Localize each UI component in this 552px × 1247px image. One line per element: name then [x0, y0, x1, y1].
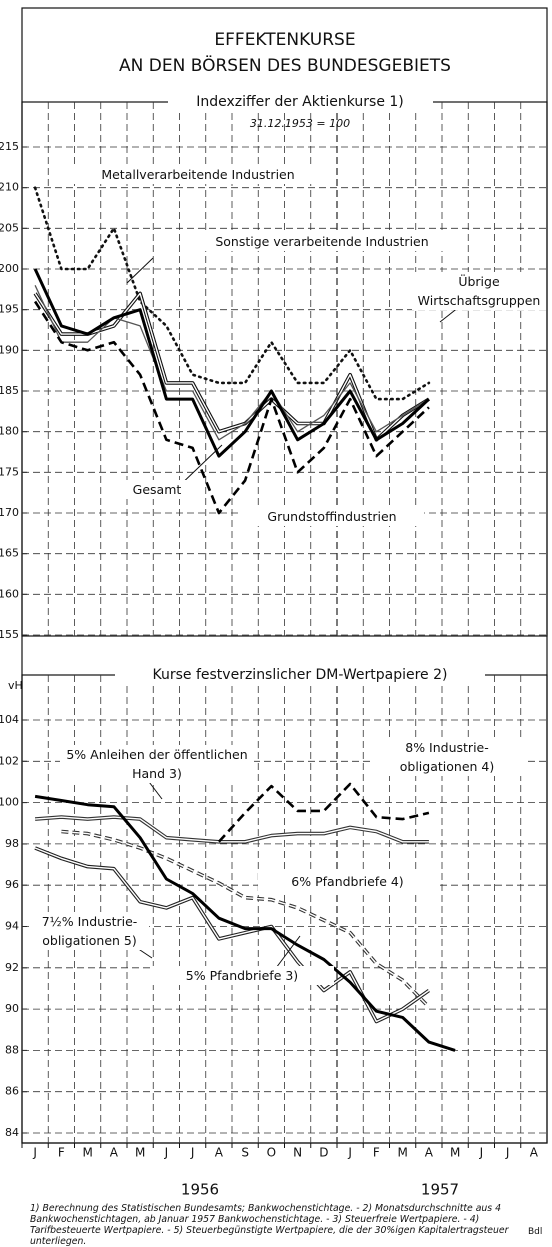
series-label: 7½% Industrie-obligationen 5) — [30, 912, 149, 950]
y-tick-label: 160 — [0, 587, 19, 600]
chart-title: AN DEN BÖRSEN DES BUNDESGEBIETS — [119, 54, 451, 76]
panel-subtitle: 31.12.1953 = 100 — [250, 117, 350, 130]
y-tick-label: 170 — [0, 506, 19, 519]
panel-title: Indexziffer der Aktienkurse 1) — [196, 94, 404, 110]
y-tick-label: 88 — [5, 1043, 19, 1056]
line — [33, 186, 431, 401]
y-tick-label: 94 — [5, 920, 19, 933]
y-tick-label: 100 — [0, 796, 19, 809]
y-tick-label: 102 — [0, 754, 19, 767]
x-tick-label: J — [190, 1146, 195, 1160]
line-inner — [35, 816, 429, 843]
line — [34, 300, 430, 515]
y-tick-label: 200 — [0, 262, 19, 275]
x-tick-label: D — [319, 1146, 328, 1160]
y-tick-label: 195 — [0, 303, 19, 316]
line-inner — [61, 830, 430, 1008]
line — [34, 794, 456, 1052]
x-tick-label: A — [530, 1146, 539, 1160]
leader — [126, 257, 154, 284]
x-tick-label: F — [58, 1146, 65, 1160]
y-tick-label: 215 — [0, 140, 19, 153]
x-tick-label: J — [32, 1146, 37, 1160]
y-tick-label: 180 — [0, 425, 19, 438]
x-tick-label: J — [479, 1146, 484, 1160]
x-tick-label: F — [373, 1146, 380, 1160]
marks — [22, 102, 547, 1143]
series-label: Übrige Wirtschaftsgruppen — [412, 272, 546, 310]
y-tick-label: 190 — [0, 343, 19, 356]
y-tick-label: 96 — [5, 878, 19, 891]
footnote: 1) Berechnung des Statistischen Bundesam… — [30, 1203, 509, 1247]
x-tick-label: O — [267, 1146, 276, 1160]
x-tick-label: A — [215, 1146, 224, 1160]
x-tick-label: J — [347, 1146, 352, 1160]
x-tick-label: N — [293, 1146, 302, 1160]
line — [33, 268, 430, 458]
y-tick-label: 165 — [0, 547, 19, 560]
y-tick-label: 84 — [5, 1126, 19, 1139]
title-bg — [115, 665, 485, 685]
series-label: Metallverarbeitende Industrien — [66, 165, 330, 184]
x-tick-label: M — [397, 1146, 407, 1160]
panel-title: Kurse festverzinslicher DM-Wertpapiere 2… — [153, 667, 448, 683]
y-tick-label: 92 — [5, 961, 19, 974]
line — [34, 285, 430, 441]
x-tick-label: J — [164, 1146, 169, 1160]
series-label: 5% Anleihen der öffentlichen Hand 3) — [60, 745, 254, 783]
x-tick-label: M — [450, 1146, 460, 1160]
year-label: 1957 — [421, 1181, 459, 1199]
x-tick-label: M — [82, 1146, 92, 1160]
y-tick-label: 86 — [5, 1085, 19, 1098]
series-label: Sonstige verarbeitende Industrien — [180, 232, 464, 251]
y-tick-label: 104 — [0, 713, 19, 726]
series-label: 6% Pfandbriefe 4) — [258, 872, 437, 891]
y-tick-label: 175 — [0, 465, 19, 478]
source: Bdl — [528, 1227, 543, 1237]
x-tick-label: A — [425, 1146, 434, 1160]
y-tick-label: 90 — [5, 1002, 19, 1015]
series-label: 5% Pfandbriefe 3) — [150, 966, 334, 985]
y-axis-label: vH — [8, 679, 23, 692]
x-tick-label: J — [505, 1146, 510, 1160]
y-tick-label: 98 — [5, 837, 19, 850]
x-tick-label: M — [135, 1146, 145, 1160]
x-tick-label: S — [241, 1146, 249, 1160]
y-tick-label: 205 — [0, 221, 19, 234]
x-tick-label: A — [110, 1146, 119, 1160]
year-label: 1956 — [181, 1181, 219, 1199]
chart-title: EFFEKTENKURSE — [214, 30, 355, 50]
series-label: Gesamt — [120, 480, 194, 499]
series-label: 8% Industrie-obligationen 4) — [370, 738, 524, 776]
y-tick-label: 185 — [0, 384, 19, 397]
series-label: Grundstoffindustrien — [240, 507, 424, 526]
title-bg — [168, 92, 433, 112]
y-tick-label: 155 — [0, 628, 19, 641]
y-tick-label: 210 — [0, 181, 19, 194]
